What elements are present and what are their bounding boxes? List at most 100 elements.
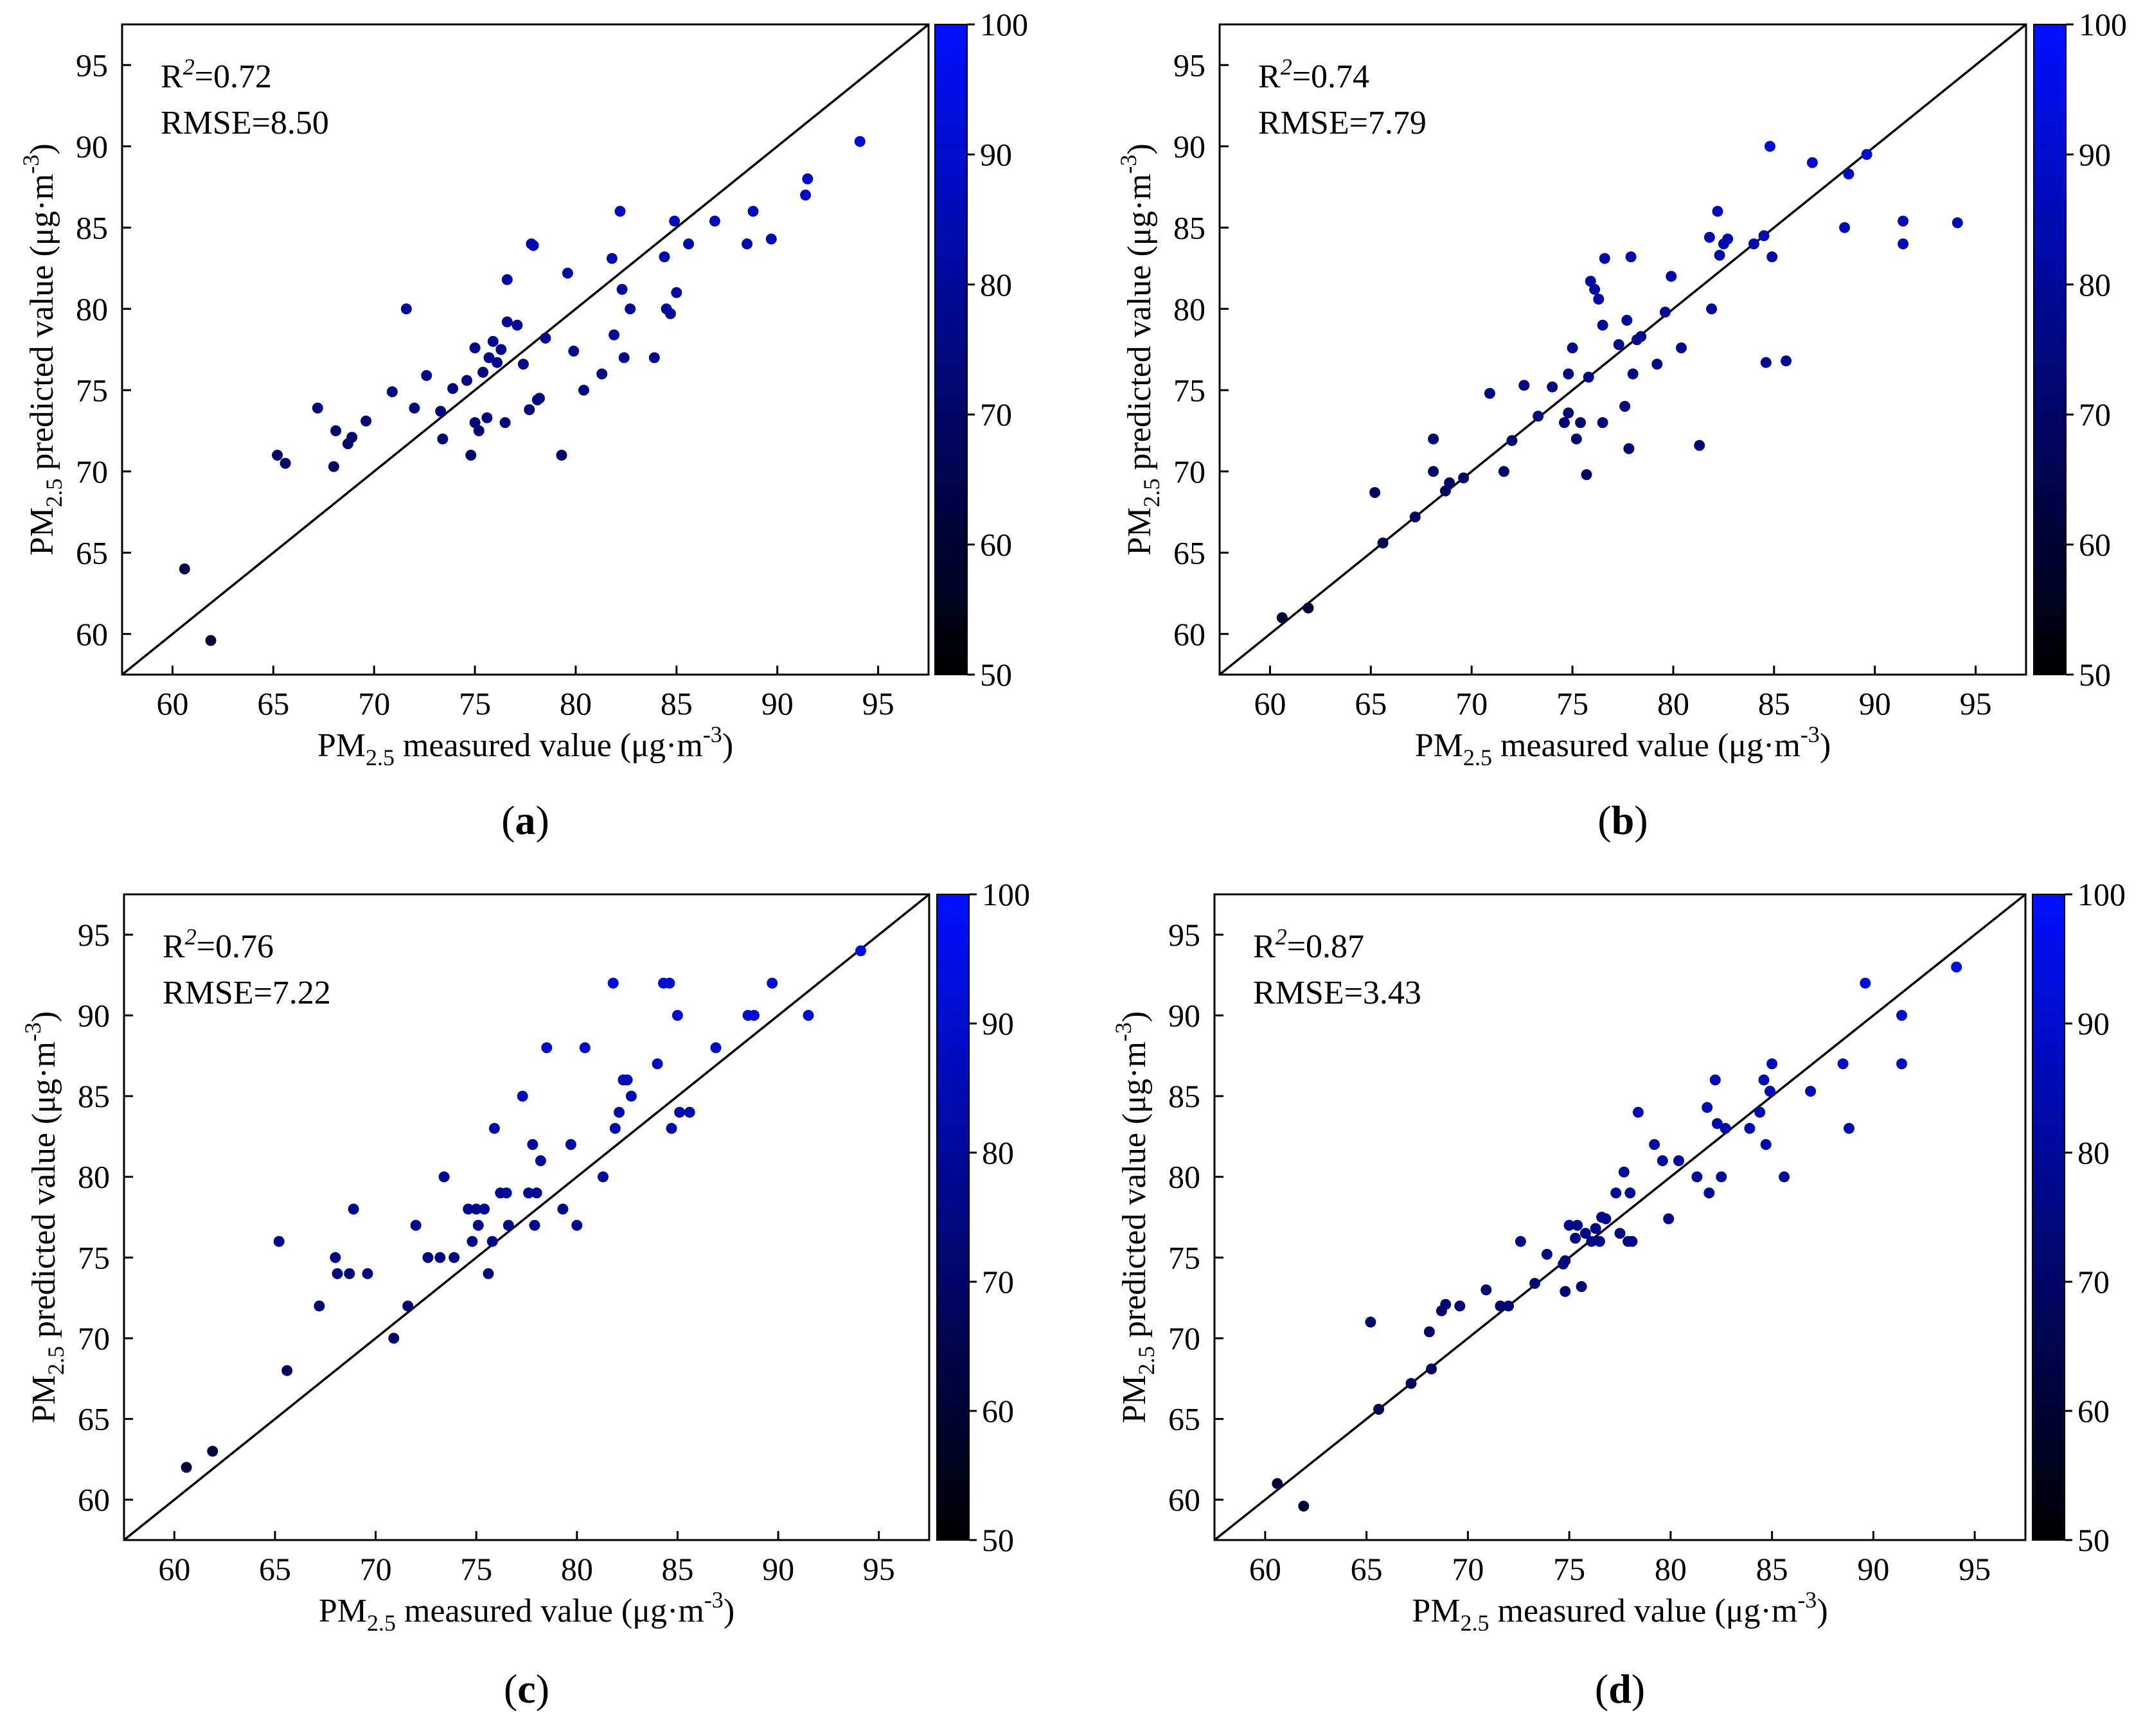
data-point: [1439, 485, 1451, 497]
y-tick-label: 75: [76, 372, 108, 408]
x-tick-label: 60: [158, 1551, 190, 1587]
data-point: [1586, 1236, 1597, 1247]
data-point: [517, 1090, 528, 1102]
colorbar: [934, 24, 968, 675]
plot-frame: [123, 893, 930, 1541]
data-point: [207, 1446, 218, 1457]
y-tick-label: 90: [76, 128, 108, 164]
data-point: [1423, 1326, 1435, 1338]
x-tick-label: 95: [863, 1551, 895, 1587]
data-point: [1758, 230, 1770, 242]
data-point: [1369, 487, 1381, 499]
r2-annotation: R2=0.74: [1258, 54, 1369, 95]
data-point: [1599, 252, 1610, 264]
data-point: [1632, 1106, 1644, 1118]
data-point: [1765, 141, 1775, 152]
data-point: [1666, 270, 1677, 282]
data-point: [1691, 1171, 1703, 1183]
data-point: [1572, 1219, 1583, 1231]
data-point: [1428, 466, 1439, 477]
data-point: [483, 1268, 494, 1279]
data-point: [495, 344, 507, 355]
data-point: [447, 383, 459, 394]
x-tick-label: 60: [156, 686, 188, 722]
data-point: [422, 1252, 434, 1263]
y-tick-label: 65: [76, 535, 108, 571]
data-point: [314, 1300, 325, 1312]
y-tick-label: 75: [1168, 1239, 1200, 1275]
x-tick-label: 85: [1756, 1551, 1788, 1587]
data-point: [747, 206, 759, 217]
colorbar-tick-label: 90: [2079, 136, 2111, 172]
data-point: [625, 303, 636, 315]
data-point: [1626, 1236, 1638, 1247]
data-point: [1896, 1009, 1907, 1021]
rmse-annotation: RMSE=7.22: [163, 975, 331, 1011]
x-tick-label: 90: [762, 1551, 794, 1587]
data-point: [802, 173, 814, 184]
data-point: [1673, 1155, 1684, 1167]
data-point: [1722, 233, 1734, 245]
panel-b: 60 65 70 75 80 85 90 95 60 65 70 75 80 85 90 95 R2=0.74 R…: [1116, 6, 2127, 843]
data-point: [1623, 443, 1635, 454]
colorbar-tick-label: 90: [980, 136, 1012, 172]
data-point: [469, 342, 481, 353]
data-point: [1951, 961, 1962, 973]
data-point: [481, 412, 493, 423]
data-point: [1619, 401, 1631, 412]
y-axis-title: PM2.5 predicted value (μg·m-3): [1116, 143, 1164, 556]
y-axis-title: PM2.5 predicted value (μg·m-3): [1110, 1011, 1159, 1424]
data-point: [330, 425, 342, 436]
colorbar-tick-label: 100: [980, 6, 1028, 42]
data-point: [1635, 331, 1647, 342]
data-point: [1649, 1138, 1660, 1150]
data-point: [328, 461, 339, 472]
x-tick-label: 95: [1959, 1551, 1991, 1587]
data-point: [1498, 466, 1509, 477]
data-point: [664, 977, 675, 989]
data-point: [1806, 157, 1818, 168]
data-point: [388, 1333, 400, 1344]
data-point: [803, 1009, 814, 1021]
y-tick-label: 70: [1168, 1320, 1200, 1356]
data-point: [800, 190, 812, 201]
y-tick-label: 90: [1173, 128, 1205, 164]
data-point: [1563, 368, 1574, 380]
data-point: [1618, 1166, 1630, 1178]
data-point: [1481, 1284, 1492, 1296]
data-point: [607, 977, 619, 989]
data-point: [1676, 342, 1687, 353]
data-point: [502, 1219, 514, 1231]
data-point: [1515, 1236, 1526, 1247]
data-point: [1570, 1232, 1581, 1244]
data-point: [1503, 1300, 1514, 1312]
data-point: [579, 1042, 591, 1054]
data-point: [517, 359, 529, 370]
data-point: [1529, 1278, 1540, 1289]
data-point: [1765, 1086, 1775, 1097]
data-point: [344, 1268, 355, 1279]
data-point: [479, 1203, 490, 1215]
y-axis-title: PM2.5 predicted value (μg·m-3): [18, 143, 67, 556]
data-point: [1748, 238, 1759, 250]
panel-label: (b): [1597, 797, 1648, 843]
x-tick-label: 75: [459, 686, 491, 722]
data-point: [1839, 222, 1851, 233]
data-point: [1373, 1404, 1385, 1415]
data-point: [312, 402, 323, 414]
data-point: [402, 1300, 414, 1312]
colorbar-tick-label: 90: [2077, 1005, 2110, 1041]
x-tick-label: 70: [360, 1551, 392, 1587]
y-tick-label: 65: [1168, 1401, 1200, 1437]
x-tick-label: 90: [1857, 1551, 1889, 1587]
data-point: [483, 352, 495, 364]
data-point: [1709, 1074, 1721, 1086]
data-point: [1714, 249, 1725, 261]
colorbar: [2032, 894, 2065, 1541]
data-point: [346, 432, 358, 443]
data-point: [473, 425, 485, 436]
reference-line: [123, 893, 930, 1541]
colorbar-tick-label: 100: [982, 876, 1030, 912]
data-point: [1702, 1102, 1713, 1113]
